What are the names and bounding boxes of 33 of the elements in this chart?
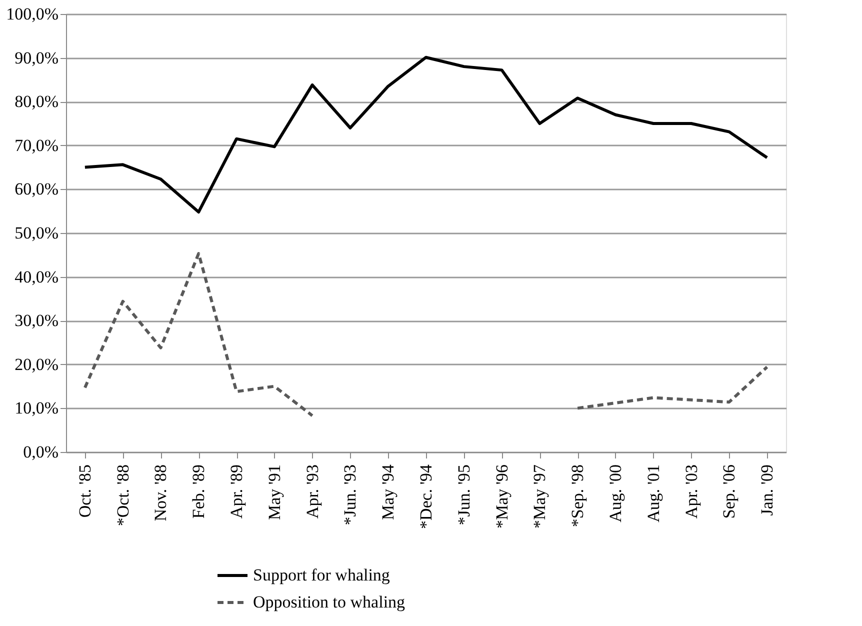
y-tick-label: 30,0% [14,311,58,330]
x-tick-label: *Oct. '88 [113,464,132,526]
y-tick-label: 40,0% [14,267,58,286]
line-series [83,56,769,214]
x-tick-label: Aug. '00 [606,464,625,522]
x-tick-label: Feb. '89 [189,464,208,519]
x-tick-label: May '94 [378,464,398,520]
x-tick-label: Apr. '93 [302,464,322,519]
x-tick-label: *May '96 [492,464,512,528]
legend-label: Support for whaling [253,566,390,584]
y-tick-label: 20,0% [14,354,58,374]
y-tick-label: 0,0% [23,442,58,462]
y-tick-label: 60,0% [14,180,58,199]
x-tick-label: *May '97 [530,464,550,528]
y-tick-label: 90,0% [14,48,58,68]
x-tick-label: Aug. '01 [644,464,663,522]
y-tick-label: 80,0% [14,92,58,112]
x-tick-label: Nov. '88 [151,464,170,522]
legend-label: Opposition to whaling [253,592,406,612]
x-tick-label: Jan. '09 [758,464,777,516]
y-tick-label: 70,0% [14,136,58,155]
y-tick-label: 50,0% [14,224,58,242]
x-tick-label: Apr. '03 [682,464,701,519]
x-tick-label: Sep. '06 [720,464,739,519]
y-tick-label: 100,0% [6,4,58,24]
x-tick-label: *Jun. '95 [454,464,474,526]
x-tick-label: May '91 [264,464,284,520]
y-tick-label: 10,0% [14,398,58,418]
x-tick-label: *Sep. '98 [568,464,588,528]
x-tick-label: *Jun. '93 [340,464,360,526]
x-tick-label: *Dec. '94 [416,464,436,529]
x-tick-label: Oct. '85 [75,464,94,518]
x-tick-label: Apr. '89 [227,464,246,519]
